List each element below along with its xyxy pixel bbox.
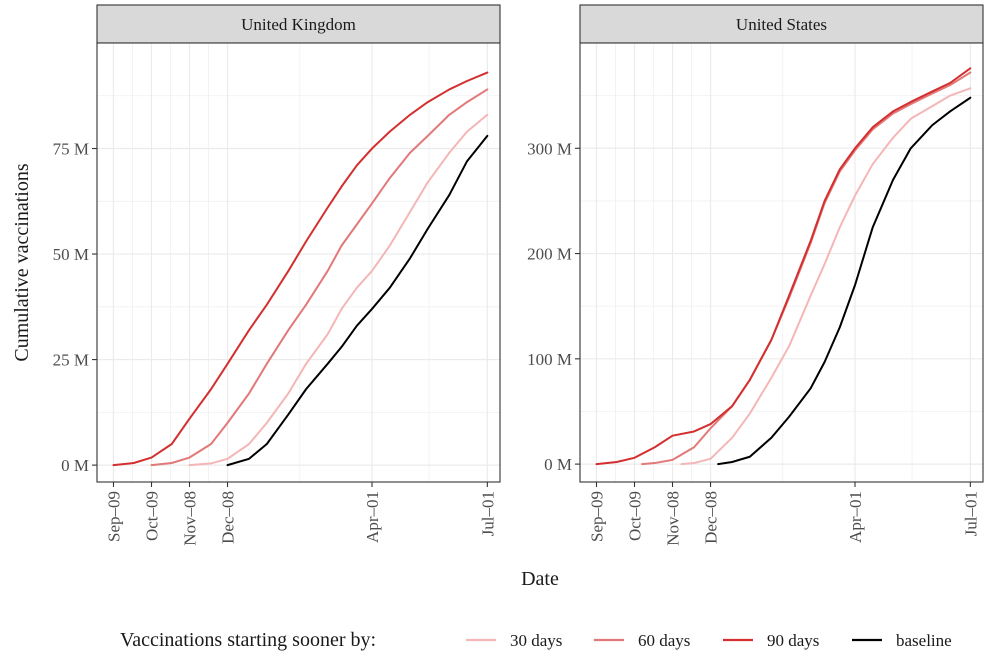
x-tick-label: Nov–08 xyxy=(181,491,200,546)
x-tick-label: Nov–08 xyxy=(664,491,683,546)
legend-label: 90 days xyxy=(767,631,819,650)
legend-title: Vaccinations starting sooner by: xyxy=(120,629,376,651)
x-tick-label: Apr–01 xyxy=(363,491,382,543)
legend: Vaccinations starting sooner by: 30 days 6… xyxy=(120,629,952,651)
facet-strip xyxy=(579,4,984,44)
facet-title: United Kingdom xyxy=(241,15,356,34)
x-tick-label: Oct–09 xyxy=(142,491,161,541)
y-tick-label: 0 M xyxy=(61,456,89,475)
panel-united-kingdom: United Kingdom 0 M 25 M 50 M 75 M Sep–09 Oct–0… xyxy=(53,4,501,546)
x-tick-label: Jul–01 xyxy=(961,491,980,536)
plot-background xyxy=(580,43,983,482)
y-tick-label: 200 M xyxy=(527,245,572,264)
x-tick-label: Sep–09 xyxy=(104,491,123,542)
panel-border xyxy=(579,42,984,483)
y-tick-label: 75 M xyxy=(53,140,89,159)
panel-united-states: United States 0 M 100 M 200 M 300 M Sep–09 Oct… xyxy=(527,4,984,546)
x-tick-label: Dec–08 xyxy=(219,491,238,544)
facet-title: United States xyxy=(736,15,827,34)
series-line-baseline xyxy=(717,96,972,466)
series-line-60-days xyxy=(150,88,489,467)
x-tick-label: Jul–01 xyxy=(478,491,497,536)
series-line-90-days xyxy=(595,67,972,466)
x-tick-label: Apr–01 xyxy=(846,491,865,543)
x-tick-label: Dec–08 xyxy=(702,491,721,544)
plot-background xyxy=(97,43,500,482)
y-axis-title: Cumulative vaccinations xyxy=(11,163,33,361)
legend-label: baseline xyxy=(896,631,952,650)
facet-strip xyxy=(96,4,501,44)
x-tick-label: Sep–09 xyxy=(587,491,606,542)
y-tick-label: 25 M xyxy=(53,351,89,370)
x-axis-title: Date xyxy=(521,568,559,590)
y-tick-label: 0 M xyxy=(544,455,572,474)
series-line-baseline xyxy=(226,134,489,467)
legend-label: 30 days xyxy=(510,631,562,650)
y-tick-label: 100 M xyxy=(527,350,572,369)
x-tick-label: Oct–09 xyxy=(625,491,644,541)
panel-border xyxy=(96,42,501,483)
y-tick-label: 300 M xyxy=(527,139,572,158)
series-line-30-days xyxy=(188,113,489,467)
y-tick-label: 50 M xyxy=(53,245,89,264)
series-line-30-days xyxy=(680,87,972,466)
series-line-90-days xyxy=(112,71,489,467)
legend-label: 60 days xyxy=(638,631,690,650)
